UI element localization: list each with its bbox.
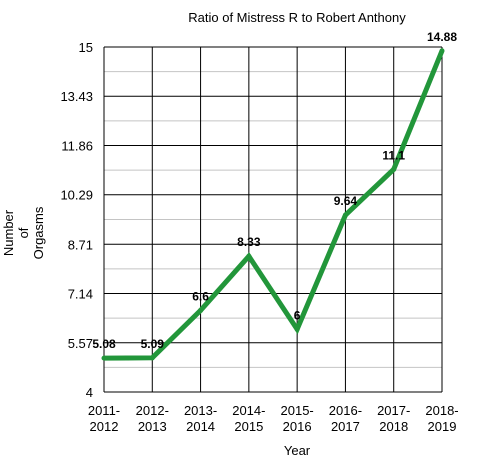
data-point — [391, 166, 397, 172]
data-label: 6.6 — [192, 289, 209, 303]
x-tick-label: 2013-2014 — [184, 403, 217, 434]
data-label: 9.64 — [334, 194, 358, 208]
grid — [103, 46, 443, 393]
data-label: 5.08 — [92, 337, 116, 351]
x-tick-label: 2015-2016 — [281, 403, 314, 434]
x-tick-label: 2012-2013 — [136, 403, 169, 434]
y-tick-label: 7.14 — [68, 287, 93, 302]
data-label: 11.1 — [382, 148, 405, 162]
chart-title: Ratio of Mistress R to Robert Anthony — [188, 10, 406, 25]
data-label: 5.09 — [141, 337, 165, 351]
x-tick-label: 2011-2012 — [88, 403, 120, 434]
y-axis-label-line: of — [16, 227, 31, 238]
y-axis-label: Number of Orgasms — [1, 206, 46, 259]
data-label: 8.33 — [237, 235, 261, 249]
y-axis-label-line: Number — [1, 209, 16, 256]
y-tick-label: 15 — [79, 40, 93, 55]
data-label: 14.88 — [427, 30, 457, 44]
y-tick-label: 8.71 — [68, 237, 93, 252]
data-point — [246, 253, 252, 259]
y-tick-label: 5.57 — [68, 336, 93, 351]
y-tick-label: 13.43 — [60, 89, 93, 104]
data-point — [294, 326, 300, 332]
data-label: 6 — [294, 308, 301, 322]
x-tick-label: 2018-2019 — [425, 403, 458, 434]
y-axis-label-group: Number of Orgasms — [1, 206, 46, 259]
series — [101, 48, 445, 361]
data-point — [439, 48, 445, 54]
data-point — [149, 355, 155, 361]
data-point — [198, 307, 204, 313]
series-line — [103, 49, 445, 361]
y-axis-label-line: Orgasms — [31, 206, 46, 259]
x-axis-ticks: 2011-2012 2012-2013 2013-2014 2014-2015 2015… — [88, 403, 459, 434]
x-axis-label: Year — [284, 443, 311, 458]
x-tick-label: 2017-2018 — [377, 403, 410, 434]
y-tick-label: 10.29 — [60, 188, 93, 203]
x-tick-label: 2014-2015 — [232, 403, 265, 434]
y-tick-label: 4 — [86, 385, 93, 400]
data-point — [101, 355, 107, 361]
x-tick-label: 2016-2017 — [329, 403, 362, 434]
data-labels: 5.08 5.09 6.6 8.33 6 9.64 11.1 14.88 — [92, 30, 457, 351]
y-tick-label: 11.86 — [61, 138, 93, 153]
y-axis-ticks: 4 5.57 7.14 8.71 10.29 11.86 13.43 15 — [60, 40, 93, 400]
data-point — [342, 212, 348, 218]
